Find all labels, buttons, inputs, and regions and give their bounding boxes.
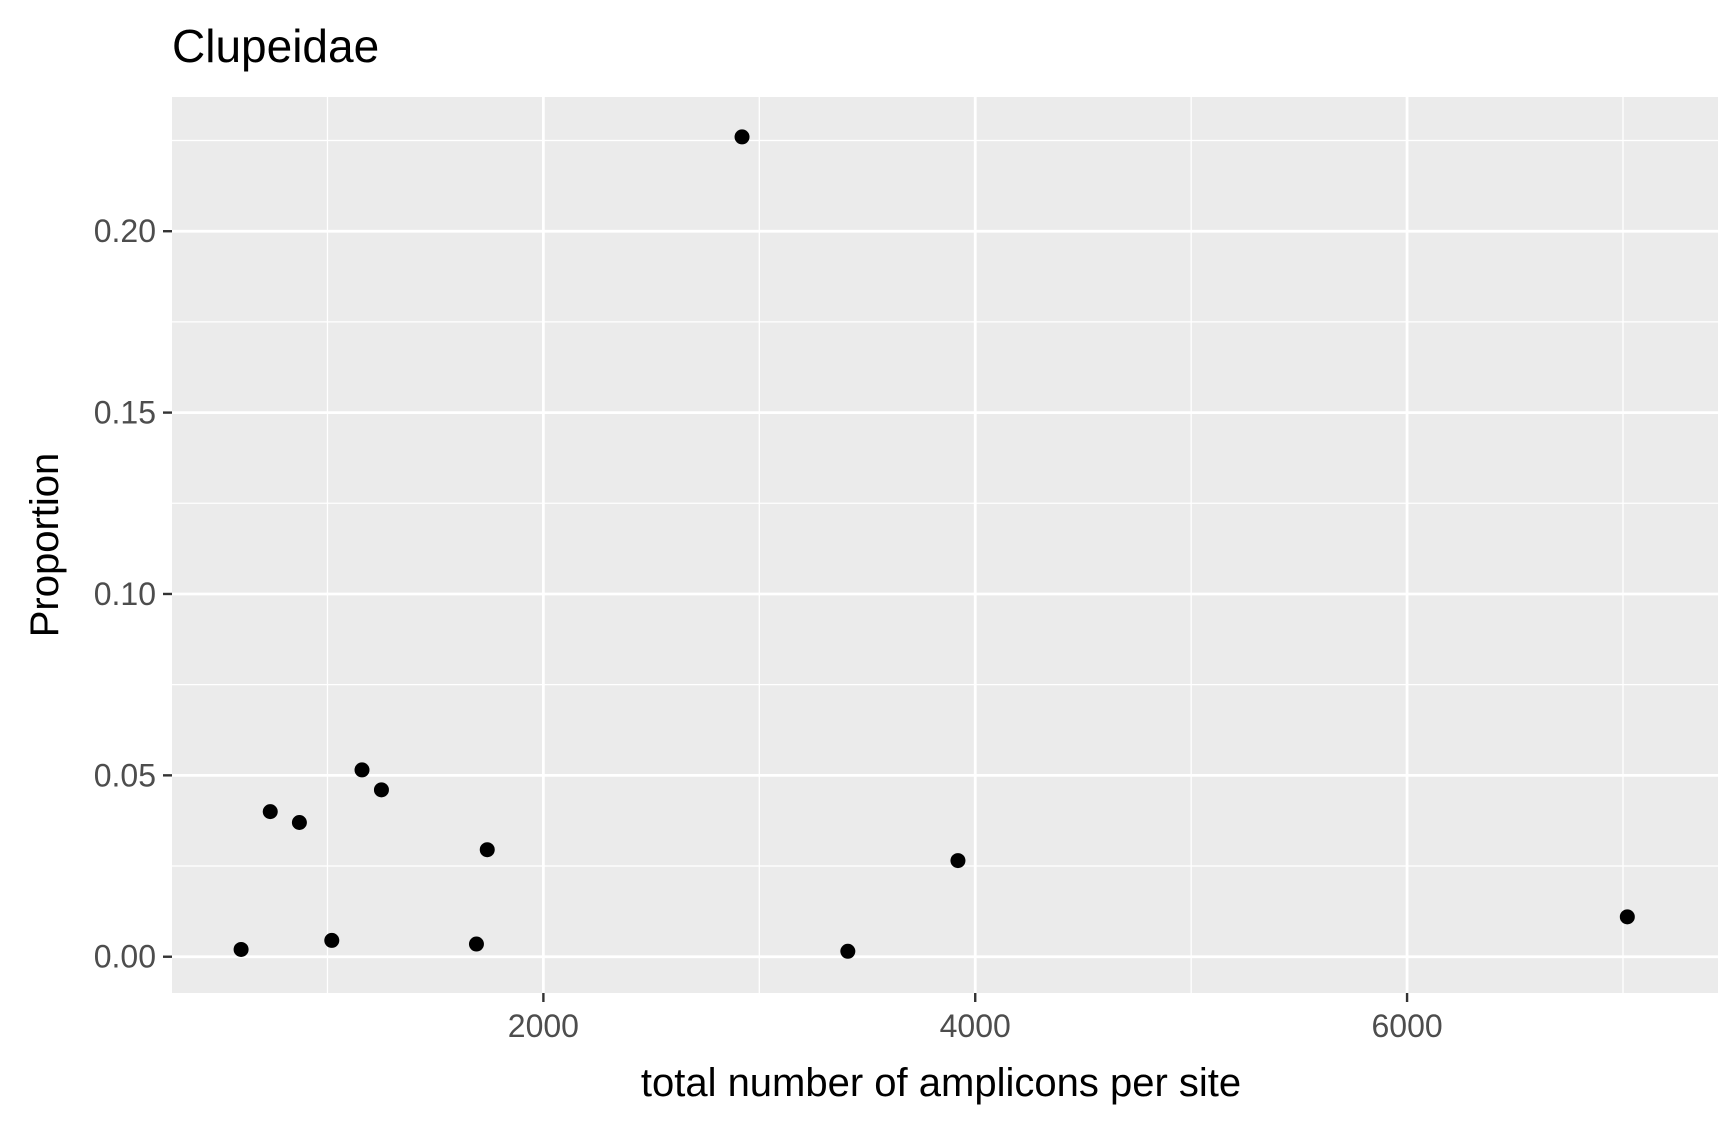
data-points: [233, 129, 1635, 959]
data-point: [354, 762, 370, 778]
data-point: [734, 129, 750, 145]
chart-title: Clupeidae: [172, 20, 379, 72]
grid-lines: [172, 97, 1718, 993]
panel-background: [172, 97, 1718, 993]
x-tick-label: 2000: [508, 1008, 579, 1044]
y-tick-label: 0.10: [94, 576, 156, 612]
data-point: [840, 943, 856, 959]
data-point: [950, 853, 966, 869]
x-axis: 2000 4000 6000: [508, 993, 1443, 1044]
data-point: [262, 804, 278, 820]
x-axis-label: total number of amplicons per site: [641, 1061, 1241, 1105]
y-axis: 0.00 0.05 0.10 0.15 0.20: [94, 213, 172, 975]
data-point: [373, 782, 389, 798]
data-point: [291, 815, 307, 831]
data-point: [479, 842, 495, 858]
y-tick-label: 0.15: [94, 395, 156, 431]
data-point: [468, 936, 484, 952]
plot-panel: [172, 97, 1718, 993]
y-tick-label: 0.05: [94, 757, 156, 793]
x-tick-label: 6000: [1371, 1008, 1442, 1044]
data-point: [324, 932, 340, 948]
y-tick-label: 0.00: [94, 939, 156, 975]
x-tick-label: 4000: [940, 1008, 1011, 1044]
y-tick-label: 0.20: [94, 213, 156, 249]
data-point: [1619, 909, 1635, 925]
y-axis-label: Proportion: [23, 453, 67, 638]
data-point: [233, 941, 249, 957]
